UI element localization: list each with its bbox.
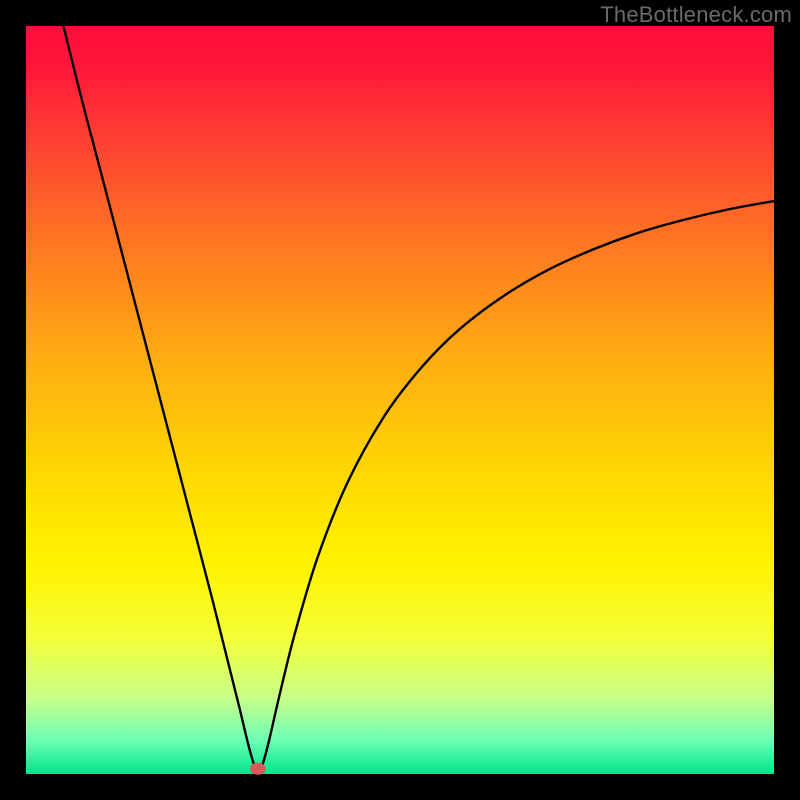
outer-frame: TheBottleneck.com (0, 0, 800, 800)
watermark-text: TheBottleneck.com (600, 2, 792, 28)
optimum-marker (250, 763, 266, 775)
bottleneck-chart (0, 0, 800, 800)
plot-background (26, 26, 774, 774)
